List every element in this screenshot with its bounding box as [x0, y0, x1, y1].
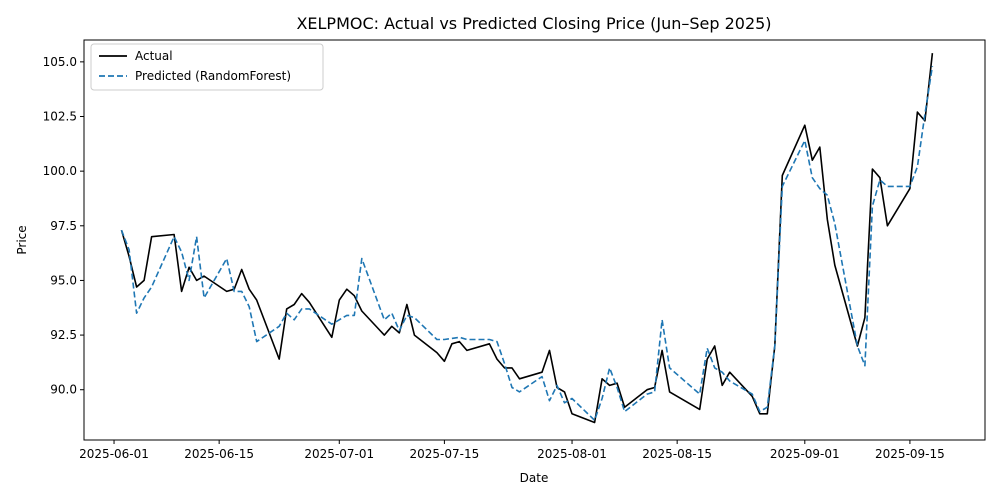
axes-frame	[83, 39, 986, 441]
x-tick-label: 2025-07-01	[304, 447, 374, 461]
chart-title: XELPMOC: Actual vs Predicted Closing Pri…	[296, 14, 771, 33]
series-line-actual	[120, 53, 934, 424]
x-tick-label: 2025-06-15	[184, 447, 254, 461]
y-tick-label: 92.5	[50, 328, 77, 342]
x-axis: 2025-06-01 2025-06-15 2025-07-01 2025-07-15…	[79, 440, 945, 461]
y-tick-label: 102.5	[43, 110, 77, 124]
y-tick-label: 97.5	[50, 219, 77, 233]
y-tick-label: 90.0	[50, 383, 77, 397]
x-axis-label: Date	[520, 471, 549, 485]
y-axis-label: Price	[15, 225, 29, 254]
x-tick-label: 2025-07-15	[410, 447, 480, 461]
legend-label: Actual	[135, 49, 173, 63]
legend: Actual Predicted (RandomForest)	[90, 43, 324, 91]
legend-box	[90, 43, 324, 91]
y-axis: 90.0 92.5 95.0 97.5 100.0 102.5 105.0	[43, 55, 84, 397]
series-line-predicted	[120, 66, 934, 422]
y-tick-label: 95.0	[50, 273, 77, 287]
plot-area	[120, 53, 934, 424]
x-tick-label: 2025-06-01	[79, 447, 149, 461]
x-tick-label: 2025-09-15	[875, 447, 945, 461]
y-tick-label: 105.0	[43, 55, 77, 69]
x-tick-label: 2025-08-01	[537, 447, 607, 461]
x-tick-label: 2025-08-15	[642, 447, 712, 461]
y-tick-label: 100.0	[43, 164, 77, 178]
x-tick-label: 2025-09-01	[770, 447, 840, 461]
legend-label: Predicted (RandomForest)	[135, 69, 291, 83]
